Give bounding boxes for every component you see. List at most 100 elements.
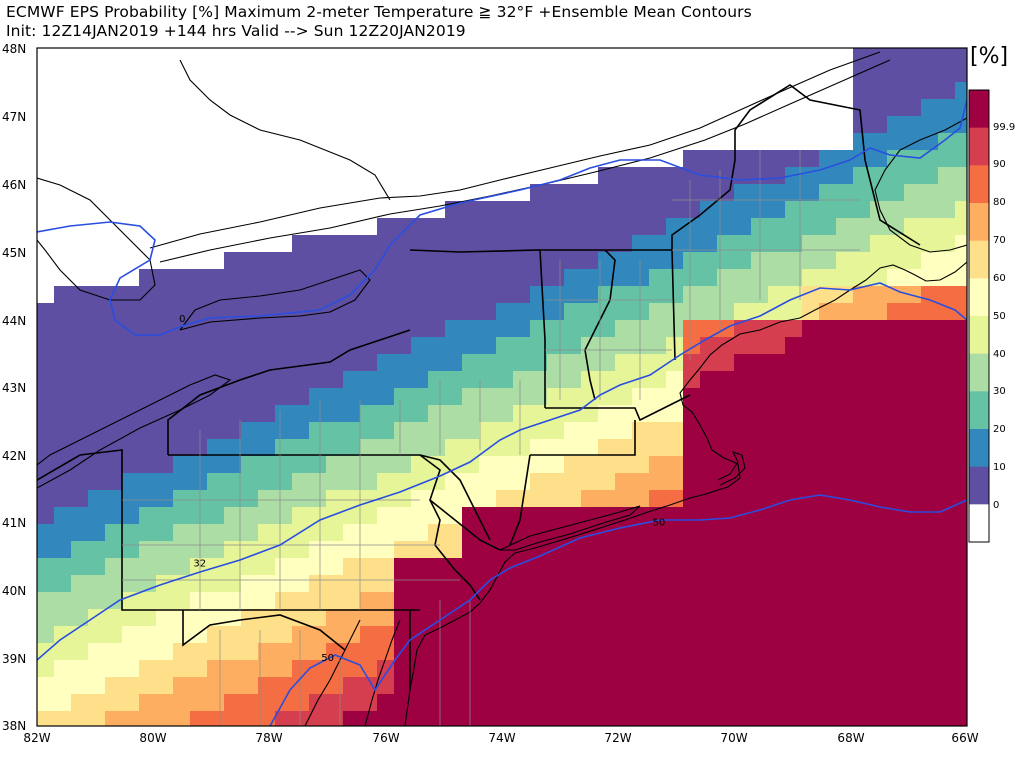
probability-cell (258, 422, 275, 439)
probability-cell (428, 303, 445, 320)
probability-cell (564, 643, 581, 660)
probability-cell (292, 235, 309, 252)
probability-cell (819, 201, 836, 218)
probability-cell (309, 405, 326, 422)
probability-cell (853, 405, 870, 422)
probability-cell (564, 218, 581, 235)
probability-cell (275, 456, 292, 473)
probability-cell (207, 388, 224, 405)
probability-cell (445, 490, 462, 507)
probability-cell (887, 286, 904, 303)
probability-cell (666, 422, 683, 439)
probability-cell (292, 456, 309, 473)
probability-cell (768, 218, 785, 235)
probability-cell (751, 184, 768, 201)
probability-cell (666, 694, 683, 711)
probability-cell (411, 541, 428, 558)
lat-label: 42N (2, 449, 27, 463)
probability-cell (904, 116, 921, 133)
probability-cell (105, 371, 122, 388)
probability-cell (751, 609, 768, 626)
probability-cell (870, 660, 887, 677)
probability-cell (445, 626, 462, 643)
probability-cell (717, 337, 734, 354)
probability-cell (547, 218, 564, 235)
probability-cell (88, 507, 105, 524)
probability-cell (717, 626, 734, 643)
probability-cell (666, 490, 683, 507)
probability-cell (360, 405, 377, 422)
probability-cell (394, 694, 411, 711)
colorbar (968, 89, 990, 543)
probability-cell (88, 337, 105, 354)
probability-cell (139, 677, 156, 694)
probability-cell (666, 473, 683, 490)
probability-cell (71, 507, 88, 524)
probability-cell (683, 252, 700, 269)
probability-cell (564, 609, 581, 626)
probability-cell (564, 490, 581, 507)
probability-cell (870, 575, 887, 592)
probability-cell (666, 626, 683, 643)
probability-cell (411, 320, 428, 337)
probability-cell (802, 303, 819, 320)
colorbar-tick-label: 40 (993, 349, 1006, 360)
probability-cell (190, 286, 207, 303)
probability-cell (904, 354, 921, 371)
probability-cell (241, 320, 258, 337)
probability-cell (394, 337, 411, 354)
probability-cell (768, 235, 785, 252)
probability-cell (513, 626, 530, 643)
probability-cell (88, 354, 105, 371)
probability-cell (632, 456, 649, 473)
probability-cell (309, 439, 326, 456)
probability-cell (88, 711, 105, 726)
probability-cell (377, 405, 394, 422)
colorbar-swatch (969, 353, 989, 392)
probability-cell (955, 677, 967, 694)
probability-cell (955, 286, 967, 303)
probability-cell (649, 303, 666, 320)
probability-cell (156, 694, 173, 711)
probability-cell (496, 507, 513, 524)
probability-cell (632, 677, 649, 694)
probability-cell (836, 167, 853, 184)
probability-cell (819, 473, 836, 490)
probability-cell (343, 575, 360, 592)
probability-cell (785, 524, 802, 541)
probability-cell (156, 405, 173, 422)
lat-label: 47N (2, 110, 27, 124)
probability-cell (853, 286, 870, 303)
probability-cell (258, 524, 275, 541)
probability-cell (666, 541, 683, 558)
probability-cell (122, 371, 139, 388)
colorbar-swatch (969, 127, 989, 166)
probability-cell (887, 354, 904, 371)
probability-cell (377, 711, 394, 726)
probability-cell (513, 694, 530, 711)
probability-cell (700, 388, 717, 405)
probability-cell (700, 694, 717, 711)
probability-cell (717, 558, 734, 575)
probability-cell (632, 320, 649, 337)
probability-cell (37, 660, 54, 677)
probability-cell (377, 235, 394, 252)
probability-cell (547, 558, 564, 575)
probability-cell (122, 405, 139, 422)
probability-cell (649, 337, 666, 354)
probability-cell (377, 337, 394, 354)
probability-cell (326, 456, 343, 473)
probability-cell (836, 660, 853, 677)
probability-cell (428, 626, 445, 643)
probability-cell (547, 269, 564, 286)
probability-cell (105, 541, 122, 558)
probability-cell (462, 405, 479, 422)
probability-cell (139, 320, 156, 337)
probability-cell (88, 541, 105, 558)
probability-cell (717, 592, 734, 609)
probability-cell (785, 592, 802, 609)
probability-cell (156, 711, 173, 726)
probability-cell (785, 303, 802, 320)
probability-cell (768, 524, 785, 541)
probability-cell (683, 490, 700, 507)
